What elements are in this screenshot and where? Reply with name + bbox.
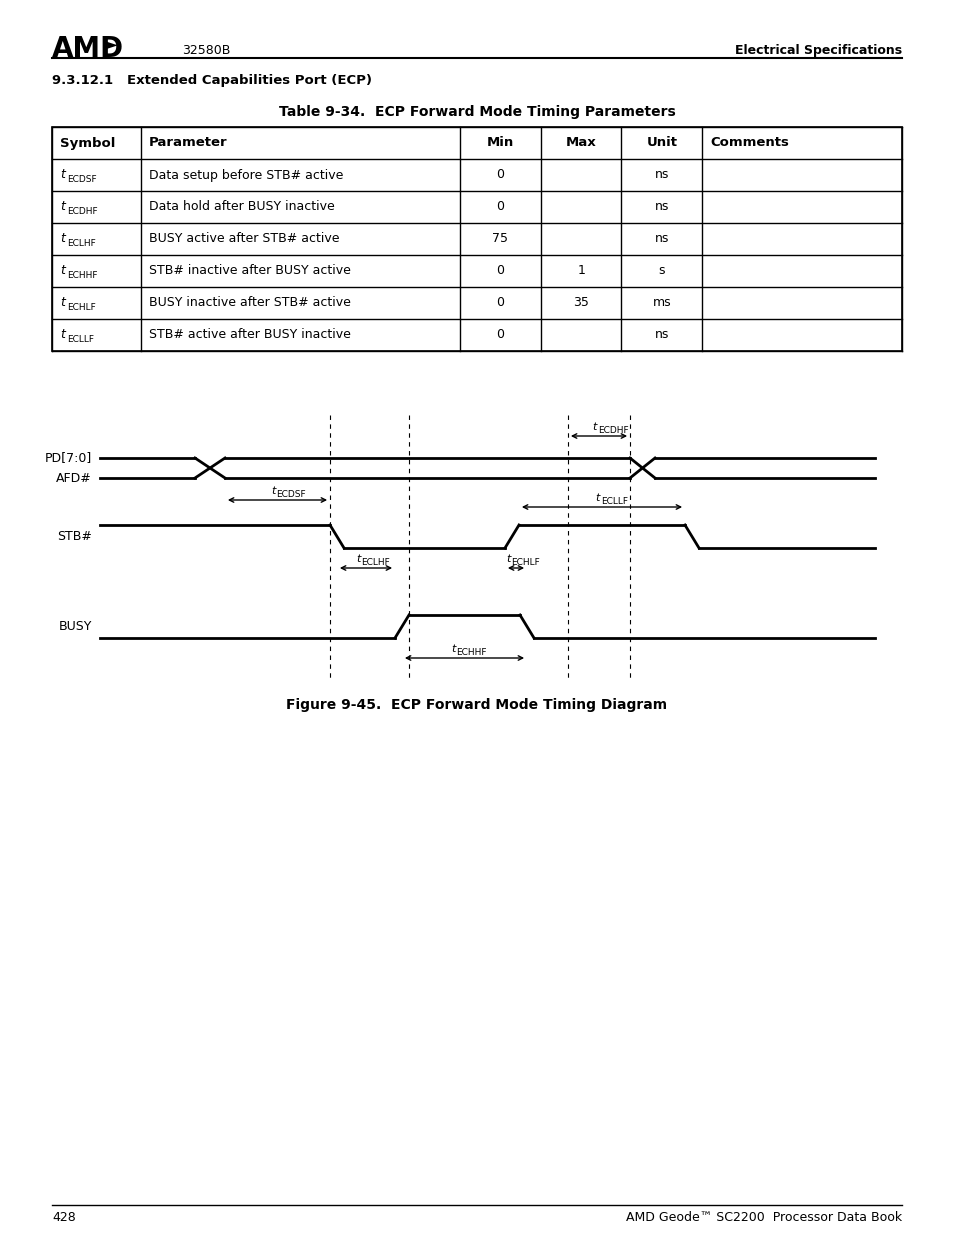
Text: ECDSF: ECDSF [67, 174, 96, 184]
Text: AFD#: AFD# [56, 472, 91, 484]
Text: 0: 0 [496, 200, 504, 214]
Text: Figure 9-45.  ECP Forward Mode Timing Diagram: Figure 9-45. ECP Forward Mode Timing Dia… [286, 698, 667, 713]
Text: Parameter: Parameter [149, 137, 228, 149]
Text: ns: ns [654, 168, 668, 182]
Text: STB# inactive after BUSY active: STB# inactive after BUSY active [149, 264, 351, 278]
Text: t: t [506, 555, 510, 564]
Text: 0: 0 [496, 296, 504, 310]
Text: Electrical Specifications: Electrical Specifications [734, 44, 901, 57]
Text: ECDSF: ECDSF [276, 490, 306, 499]
Text: ►: ► [104, 35, 118, 53]
Text: s: s [658, 264, 664, 278]
Text: ECHHF: ECHHF [67, 270, 97, 279]
Text: PD[7:0]: PD[7:0] [45, 452, 91, 464]
Text: 9.3.12.1   Extended Capabilities Port (ECP): 9.3.12.1 Extended Capabilities Port (ECP… [52, 74, 372, 86]
Text: ECLLF: ECLLF [67, 335, 94, 343]
Text: ECHLF: ECHLF [67, 303, 95, 311]
Text: ns: ns [654, 232, 668, 246]
Text: t: t [595, 493, 599, 503]
Text: t: t [271, 487, 275, 496]
Text: ns: ns [654, 329, 668, 342]
Text: t: t [592, 422, 597, 432]
Text: t: t [451, 643, 455, 655]
Text: AMD Geode™ SC2200  Processor Data Book: AMD Geode™ SC2200 Processor Data Book [625, 1212, 901, 1224]
Text: BUSY active after STB# active: BUSY active after STB# active [149, 232, 339, 246]
Text: ns: ns [654, 200, 668, 214]
Text: Data setup before STB# active: Data setup before STB# active [149, 168, 343, 182]
Bar [52, 127, 901, 351]
Text: ms: ms [652, 296, 671, 310]
Text: 75: 75 [492, 232, 508, 246]
Text: AMD: AMD [52, 35, 124, 63]
Text: 35: 35 [573, 296, 588, 310]
Text: Min: Min [486, 137, 514, 149]
Text: STB#: STB# [57, 530, 91, 543]
Text: ECDHF: ECDHF [598, 426, 628, 435]
Text: ECHLF: ECHLF [511, 558, 539, 567]
Text: Comments: Comments [709, 137, 788, 149]
Text: ECLLF: ECLLF [600, 496, 627, 506]
Text: t: t [60, 168, 65, 182]
Text: STB# active after BUSY inactive: STB# active after BUSY inactive [149, 329, 351, 342]
Text: ECDHF: ECDHF [67, 206, 97, 215]
Text: ECLHF: ECLHF [361, 558, 390, 567]
Text: t: t [60, 232, 65, 246]
Text: 428: 428 [52, 1212, 75, 1224]
Text: t: t [60, 200, 65, 214]
Text: Unit: Unit [646, 137, 677, 149]
Text: Table 9-34.  ECP Forward Mode Timing Parameters: Table 9-34. ECP Forward Mode Timing Para… [278, 105, 675, 119]
Text: BUSY: BUSY [58, 620, 91, 634]
Text: t: t [355, 555, 360, 564]
Text: ECHHF: ECHHF [456, 648, 486, 657]
Text: t: t [60, 264, 65, 278]
Text: Symbol: Symbol [60, 137, 115, 149]
Text: 0: 0 [496, 329, 504, 342]
Text: 32580B: 32580B [182, 44, 230, 57]
Text: Data hold after BUSY inactive: Data hold after BUSY inactive [149, 200, 335, 214]
Text: 0: 0 [496, 168, 504, 182]
Text: Max: Max [565, 137, 596, 149]
Text: t: t [60, 296, 65, 310]
Text: t: t [60, 329, 65, 342]
Text: BUSY inactive after STB# active: BUSY inactive after STB# active [149, 296, 351, 310]
Text: 0: 0 [496, 264, 504, 278]
Text: ECLHF: ECLHF [67, 238, 95, 247]
Text: 1: 1 [577, 264, 584, 278]
